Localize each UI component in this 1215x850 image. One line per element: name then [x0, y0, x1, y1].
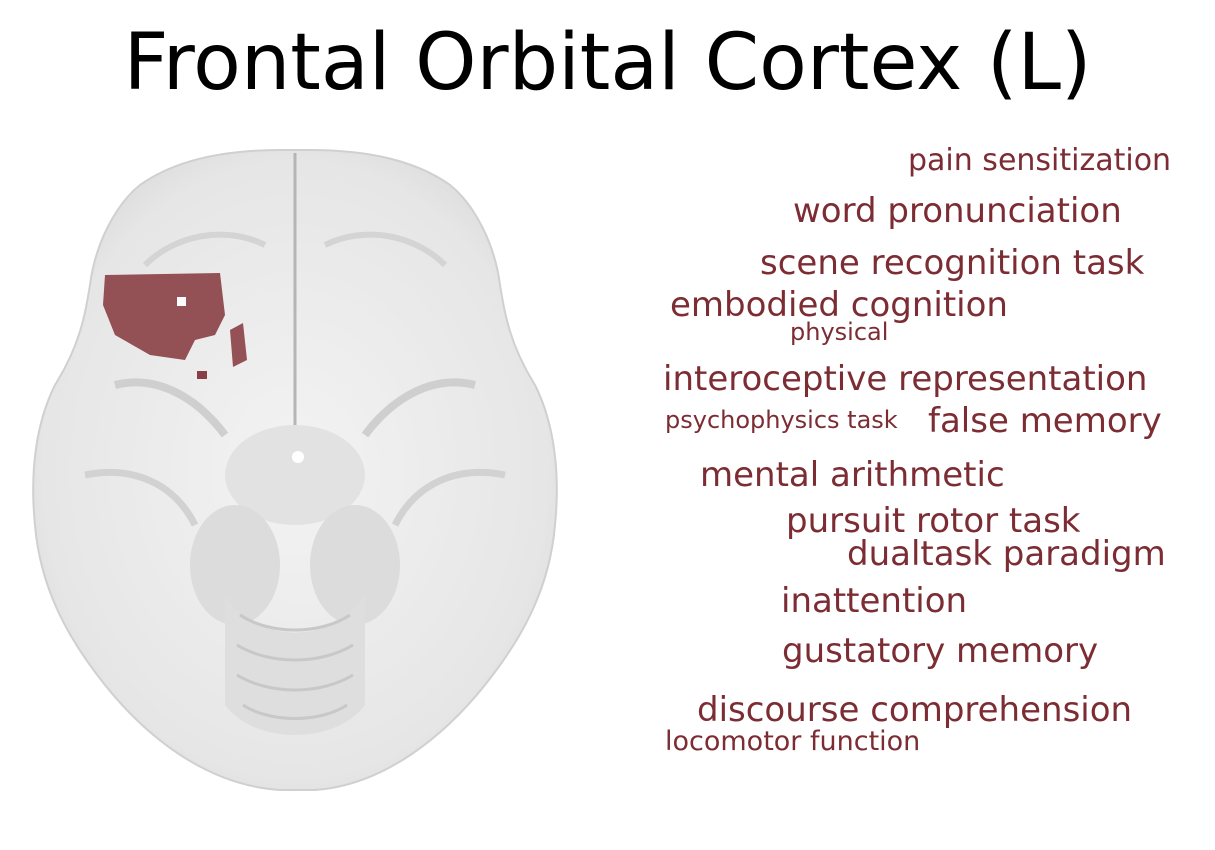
term-label: physical — [790, 318, 889, 346]
term-label: scene recognition task — [760, 243, 1145, 283]
term-label: embodied cognition — [670, 285, 1008, 325]
term-label: inattention — [781, 581, 968, 621]
term-label: false memory — [928, 401, 1162, 441]
term-label: pursuit rotor task — [786, 501, 1081, 541]
term-label: mental arithmetic — [700, 455, 1005, 495]
term-label: word pronunciation — [793, 191, 1122, 231]
term-label: pain sensitization — [908, 143, 1172, 178]
term-label: dualtask paradigm — [847, 534, 1166, 574]
highlighted-region-small — [230, 323, 247, 367]
term-label: locomotor function — [665, 726, 921, 757]
term-label: gustatory memory — [782, 631, 1099, 671]
brain-axial-slice — [25, 145, 565, 795]
term-label: discourse comprehension — [697, 690, 1133, 730]
term-label: interoceptive representation — [663, 359, 1148, 399]
highlighted-region — [103, 273, 225, 360]
page-title: Frontal Orbital Cortex (L) — [123, 18, 1092, 108]
brain-image — [32, 149, 558, 791]
term-label: psychophysics task — [665, 406, 898, 434]
